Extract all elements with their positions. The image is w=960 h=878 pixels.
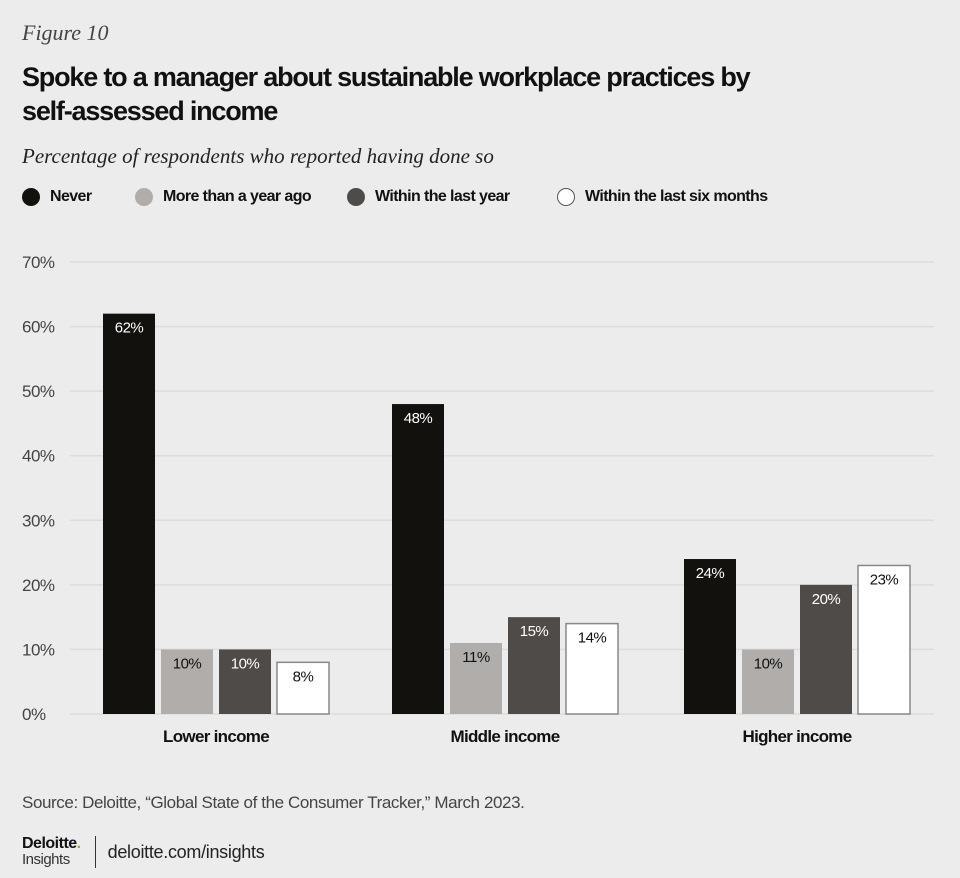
data-label: 11% bbox=[462, 649, 490, 666]
bar-lower-income-within-the-last-year bbox=[219, 649, 271, 714]
x-tick-label: Middle income bbox=[451, 727, 560, 746]
y-tick-label: 20% bbox=[22, 576, 55, 595]
legend-swatch-never-icon bbox=[22, 188, 40, 206]
data-label: 48% bbox=[404, 410, 433, 427]
data-label: 23% bbox=[870, 571, 899, 588]
y-axis-ticks: 0% 10% 20% 30% 40% 50% 60% 70% bbox=[22, 253, 55, 724]
y-tick-label: 50% bbox=[22, 382, 55, 401]
bar-lower-income-within-the-last-six-months bbox=[276, 661, 330, 715]
legend-label: Never bbox=[50, 188, 92, 205]
legend-item-never: Never bbox=[22, 188, 92, 206]
data-label: 10% bbox=[754, 655, 783, 672]
logo-main-text: Deloitte bbox=[22, 835, 77, 852]
legend-swatch-more-than-a-year-ago-icon bbox=[135, 188, 153, 206]
bar-lower-income-more-than-a-year-ago bbox=[161, 649, 213, 714]
x-tick-label: Higher income bbox=[743, 727, 852, 746]
legend-swatch-within-the-last-six-months-icon bbox=[557, 188, 575, 206]
x-axis-ticks: Lower income Middle income Higher income bbox=[163, 727, 852, 746]
bar-middle-income-within-the-last-six-months bbox=[565, 622, 619, 715]
data-labels: 62% 10% 10% 8% 48% 11% 15% 14% 24% 10% 20% 23% bbox=[115, 320, 899, 686]
data-label: 62% bbox=[115, 320, 144, 337]
bar-higher-income-never bbox=[684, 559, 736, 714]
legend-item-within-the-last-six-months: Within the last six months bbox=[557, 188, 768, 206]
figure-label: Figure 10 bbox=[22, 20, 109, 45]
logo-dot: . bbox=[76, 835, 81, 852]
y-tick-label: 30% bbox=[22, 511, 55, 530]
logo-sub-text: Insights bbox=[22, 851, 70, 868]
source-note: Source: Deloitte, “Global State of the C… bbox=[22, 793, 525, 812]
bars bbox=[103, 313, 911, 715]
bar-higher-income-within-the-last-year bbox=[800, 584, 852, 714]
chart-title: Spoke to a manager about sustainable wor… bbox=[22, 60, 822, 128]
bar-middle-income-never bbox=[392, 404, 444, 714]
data-label: 24% bbox=[696, 565, 725, 582]
legend-item-more-than-a-year-ago: More than a year ago bbox=[135, 188, 312, 206]
data-label: 10% bbox=[231, 655, 260, 672]
legend-label: Within the last six months bbox=[585, 188, 768, 205]
chart-title-line-1: Spoke to a manager about sustainable wor… bbox=[22, 62, 751, 92]
data-label: 10% bbox=[173, 655, 202, 672]
y-tick-label: 60% bbox=[22, 318, 55, 337]
data-label: 8% bbox=[293, 668, 314, 685]
bar-higher-income-within-the-last-six-months bbox=[857, 564, 911, 715]
bar-middle-income-more-than-a-year-ago bbox=[450, 642, 502, 714]
y-tick-label: 0% bbox=[22, 705, 46, 724]
y-tick-label: 40% bbox=[22, 447, 55, 466]
data-label: 15% bbox=[520, 623, 549, 640]
y-tick-label: 10% bbox=[22, 640, 55, 659]
y-tick-label: 70% bbox=[22, 253, 55, 272]
x-tick-label: Lower income bbox=[163, 727, 269, 746]
chart-title-line-2: self-assessed income bbox=[22, 96, 278, 126]
bar-middle-income-within-the-last-year bbox=[508, 617, 560, 714]
legend-item-within-the-last-year: Within the last year bbox=[347, 188, 510, 206]
data-label: 20% bbox=[812, 591, 841, 608]
legend-label: More than a year ago bbox=[163, 188, 312, 205]
footer-url-link[interactable]: deloitte.com/insights bbox=[107, 841, 265, 862]
deloitte-insights-logo: Deloitte. Insights bbox=[22, 836, 81, 868]
bar-higher-income-more-than-a-year-ago bbox=[742, 649, 794, 714]
legend-swatch-within-the-last-year-icon bbox=[347, 188, 365, 206]
bar-lower-income-never bbox=[103, 313, 155, 714]
footer-divider bbox=[94, 836, 96, 868]
legend-label: Within the last year bbox=[375, 188, 510, 205]
data-label: 14% bbox=[578, 630, 607, 647]
footer: Deloitte. Insights deloitte.com/insights bbox=[22, 836, 265, 868]
chart-subtitle: Percentage of respondents who reported h… bbox=[22, 144, 494, 168]
